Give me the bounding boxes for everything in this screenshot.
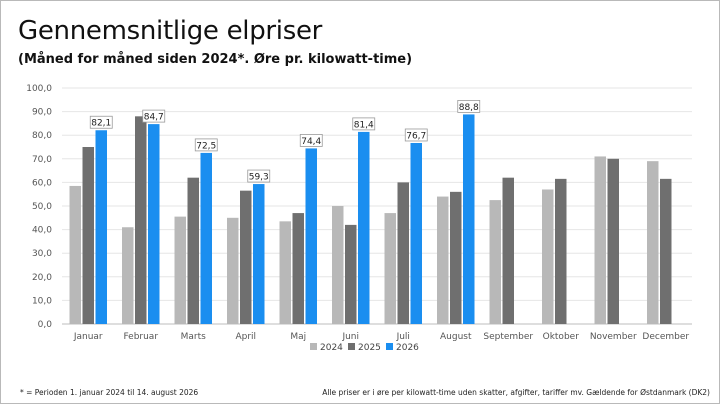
bar-2024-december [647,161,659,324]
bar-2025-juni [345,224,357,324]
bar-2026-maj [305,148,317,324]
bar-2024-marts [174,216,186,324]
y-tick-label: 30,0 [32,249,52,259]
data-label-text: 76,7 [406,131,426,141]
legend-swatch [348,343,355,350]
y-tick-label: 80,0 [32,131,52,141]
bar-2025-april [240,190,252,324]
legend-item-2024: 2024 [310,343,343,353]
bar-2026-august [463,114,475,324]
bar-2024-november [594,156,606,324]
bar-2025-juli [397,182,409,324]
legend: 2024 2025 2026 [310,343,419,353]
bar-2026-juli [410,142,422,324]
data-label-text: 74,4 [301,137,321,147]
data-label-box [299,134,323,147]
data-label-box [142,109,166,123]
bar-2024-maj [279,221,291,324]
x-category-label: Juli [396,332,410,342]
bar-2024-juni [332,206,344,324]
x-axis: Januar Februar Marts April Maj Juni Juli August… [73,332,690,342]
x-category-label: Maj [290,332,306,342]
legend-item-2026: 2026 [386,343,419,353]
bar-2025-december [660,178,672,324]
x-category-label: April [235,332,256,342]
bar-2024-august [437,196,449,324]
data-label-text: 84,7 [144,113,164,123]
legend-label: 2025 [358,343,381,353]
bar-2024-juli [384,213,396,324]
bar-2024-oktober [542,189,554,324]
bar-2025-oktober [555,178,567,324]
x-category-label: August [440,332,472,342]
data-label-text: 59,3 [249,173,269,183]
bar-2026-juni [358,131,370,324]
bars [69,114,672,324]
data-label: 84,7 [142,109,166,123]
gridlines [62,87,692,325]
data-label-text: 72,5 [196,141,216,151]
bar-2025-februar [135,116,147,324]
chart-title: Gennemsnitlige elpriser [18,16,323,46]
legend-label: 2026 [396,343,419,353]
x-category-label: Juni [341,332,359,342]
data-label: 88,8 [457,100,481,113]
legend-item-2025: 2025 [348,343,381,353]
bar-2024-januar [69,185,81,324]
x-category-label: Februar [123,332,158,342]
y-tick-label: 20,0 [32,273,52,283]
legend-swatch [386,343,393,350]
data-label: 59,3 [247,169,271,183]
y-tick-label: 100,0 [26,84,52,94]
y-tick-label: 0,0 [38,320,53,330]
x-category-label: Januar [73,332,103,342]
bar-2025-august [450,191,462,324]
data-label: 72,5 [194,138,218,152]
data-label-text: 82,1 [91,119,111,129]
x-category-label: September [483,332,533,342]
x-category-label: December [642,332,689,342]
data-label: 82,1 [89,115,113,129]
bar-2024-februar [122,227,134,324]
x-category-label: Oktober [543,332,580,342]
legend-swatch [310,343,317,350]
data-label-box [194,138,218,152]
chart-subtitle: (Måned for måned siden 2024*. Øre pr. ki… [18,52,413,67]
y-tick-label: 10,0 [32,296,52,306]
data-label-box [352,117,376,131]
bar-2026-marts [200,152,212,324]
data-label-box [89,115,113,129]
bar-2024-september [489,200,501,324]
y-tick-label: 60,0 [32,178,52,188]
bar-2025-maj [292,213,304,324]
data-label-text: 81,4 [354,120,374,130]
footnote-disclaimer: Alle priser er i øre per kilowatt-time u… [322,388,710,397]
bar-2025-september [502,177,514,324]
data-label-box [404,128,428,142]
bar-2025-marts [187,177,199,324]
y-tick-label: 70,0 [32,155,52,165]
data-labels: 82,1 84,7 72,5 59,3 74,4 81,4 76,7 88,8 [89,100,481,183]
bar-2026-januar [95,130,107,324]
y-tick-label: 50,0 [32,202,52,212]
legend-label: 2024 [320,343,343,353]
data-label-text: 88,8 [459,103,479,113]
bar-2024-april [227,217,239,324]
data-label-box [247,169,271,183]
footnote-period: * = Perioden 1. januar 2024 til 14. augu… [20,388,199,397]
bar-2025-januar [82,147,94,324]
y-tick-label: 90,0 [32,108,52,118]
x-category-label: Marts [181,332,207,342]
bar-2026-april [253,184,265,324]
x-category-label: November [590,332,637,342]
y-axis: 0,0 10,0 20,0 30,0 40,0 50,0 60,0 70,0 80,0 90,0 1… [26,84,52,330]
data-label: 81,4 [352,117,376,131]
bar-2025-november [607,158,619,324]
bar-2026-februar [148,124,160,324]
y-tick-label: 40,0 [32,226,52,236]
data-label: 74,4 [299,134,323,147]
data-label: 76,7 [404,128,428,142]
data-label-box [457,100,481,113]
